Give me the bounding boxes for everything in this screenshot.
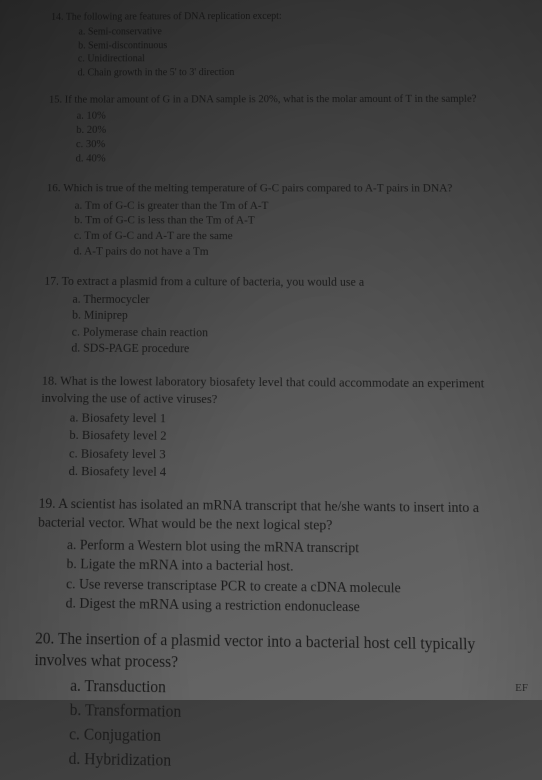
option-a: a. Tm of G-C is greater than the Tm of A… [74, 198, 519, 214]
option-b: b. Tm of G-C is less than the Tm of A-T [74, 213, 520, 229]
options: a. Biosafety level 1 b. Biosafety level … [39, 409, 527, 484]
question-19: 19. A scientist has isolated an mRNA tra… [36, 494, 531, 619]
question-14: 14. The following are features of DNA re… [50, 9, 516, 80]
page-corner-mark: EF [515, 682, 528, 694]
question-text: 15. If the molar amount of G in a DNA sa… [49, 93, 517, 108]
question-text: 17. To extract a plasmid from a culture … [44, 274, 522, 291]
option-a: a. Thermocycler [72, 292, 522, 310]
question-text: 16. Which is true of the melting tempera… [47, 181, 520, 196]
option-b: b. Miniprep [72, 309, 523, 327]
option-b: b. Semi-discontinuous [78, 37, 515, 52]
options: a. 10% b. 20% c. 30% d. 40% [47, 109, 518, 167]
option-c: c. 30% [76, 138, 518, 153]
question-text: 20. The insertion of a plasmid vector in… [34, 628, 533, 678]
option-c: c. Tm of G-C and A-T are the same [74, 229, 521, 245]
option-a: a. 10% [76, 109, 517, 124]
option-d: d. SDS-PAGE procedure [71, 341, 524, 360]
option-c: c. Unidirectional [78, 51, 516, 66]
options: a. Tm of G-C is greater than the Tm of A… [45, 198, 521, 261]
question-text: 19. A scientist has isolated an mRNA tra… [38, 494, 529, 537]
option-d: d. 40% [75, 152, 518, 167]
options: a. Semi-conservative b. Semi-discontinuo… [50, 24, 516, 80]
option-d: d. Chain growth in the 5' to 3' directio… [77, 65, 515, 80]
option-b: b. 20% [76, 123, 517, 138]
exam-page: 14. The following are features of DNA re… [0, 0, 542, 759]
options: a. Perform a Western blot using the mRNA… [36, 534, 531, 619]
question-15: 15. If the molar amount of G in a DNA sa… [47, 93, 518, 167]
options: a. Thermocycler b. Miniprep c. Polymeras… [42, 292, 523, 360]
question-17: 17. To extract a plasmid from a culture … [42, 274, 523, 360]
question-20: 20. The insertion of a plasmid vector in… [32, 628, 536, 779]
options: a. Transduction b. Transformation c. Con… [32, 674, 536, 780]
option-d: d. Biosafety level 4 [68, 462, 527, 484]
question-text: 14. The following are features of DNA re… [51, 9, 514, 24]
question-text: 18. What is the lowest laboratory biosaf… [41, 373, 525, 410]
option-d: d. A-T pairs do not have a Tm [73, 244, 521, 261]
question-16: 16. Which is true of the melting tempera… [45, 181, 521, 261]
question-18: 18. What is the lowest laboratory biosaf… [39, 373, 527, 484]
